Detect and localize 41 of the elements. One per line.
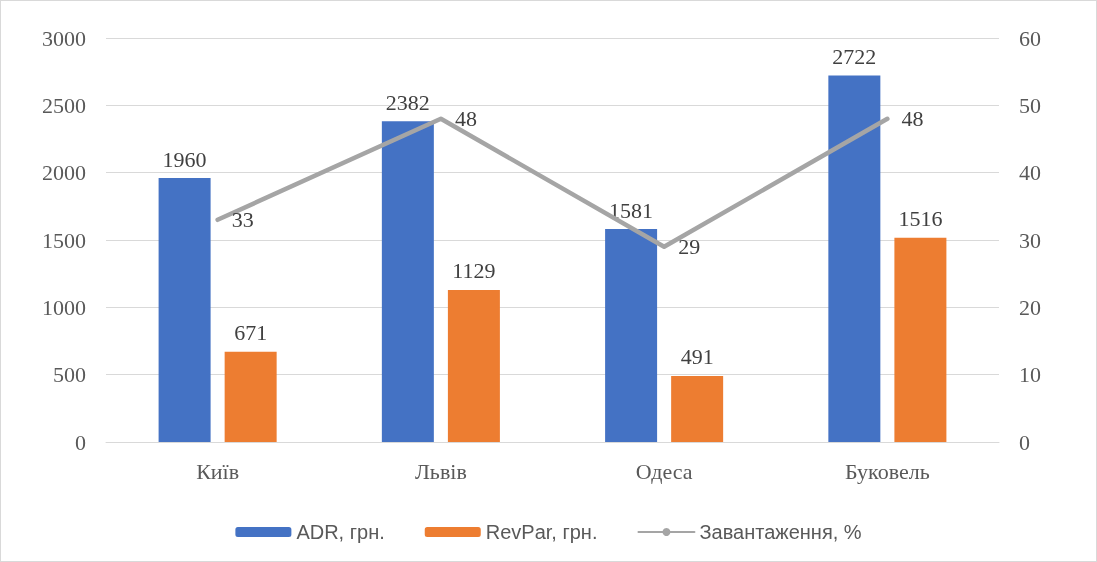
y2-tick-label: 10 [1019, 362, 1041, 388]
bar [224, 351, 277, 442]
bar [828, 75, 881, 442]
x-tick-label: Львів [414, 458, 467, 484]
y-tick-label: 0 [75, 429, 86, 455]
y-tick-label: 2500 [42, 92, 86, 118]
data-label: 48 [901, 106, 924, 132]
data-label: 491 [680, 344, 714, 370]
bar [158, 178, 211, 442]
bar [894, 237, 947, 442]
data-label: 2722 [832, 43, 877, 69]
y-tick-label: 1500 [42, 227, 86, 253]
y-tick-label: 500 [53, 362, 86, 388]
y2-tick-label: 50 [1019, 92, 1041, 118]
y-tick-label: 1000 [42, 294, 86, 320]
data-label: 29 [678, 234, 701, 260]
data-label: 1129 [452, 258, 496, 284]
data-label: 1516 [898, 206, 943, 232]
y2-tick-label: 30 [1019, 227, 1041, 253]
y2-tick-label: 40 [1019, 160, 1041, 186]
bar [447, 289, 500, 442]
data-label: 1960 [162, 146, 207, 172]
y2-tick-label: 60 [1019, 25, 1041, 51]
data-label: 48 [454, 106, 477, 132]
bar [381, 121, 434, 442]
y-tick-label: 3000 [42, 25, 86, 51]
legend-label: Завантаження, % [699, 521, 862, 543]
bar [671, 375, 724, 442]
y2-tick-label: 0 [1019, 429, 1030, 455]
x-tick-label: Одеса [635, 458, 693, 484]
legend-label: ADR, грн. [296, 521, 385, 543]
x-tick-label: Київ [196, 458, 240, 484]
bar [605, 229, 658, 442]
x-tick-label: Буковель [845, 458, 930, 484]
data-label: 33 [231, 207, 254, 233]
legend-label: RevPar, грн. [485, 521, 598, 543]
data-label: 2382 [385, 89, 430, 115]
y-tick-label: 2000 [42, 160, 86, 186]
y2-tick-label: 20 [1019, 294, 1041, 320]
data-label: 671 [234, 320, 268, 346]
data-label: 1581 [609, 197, 654, 223]
